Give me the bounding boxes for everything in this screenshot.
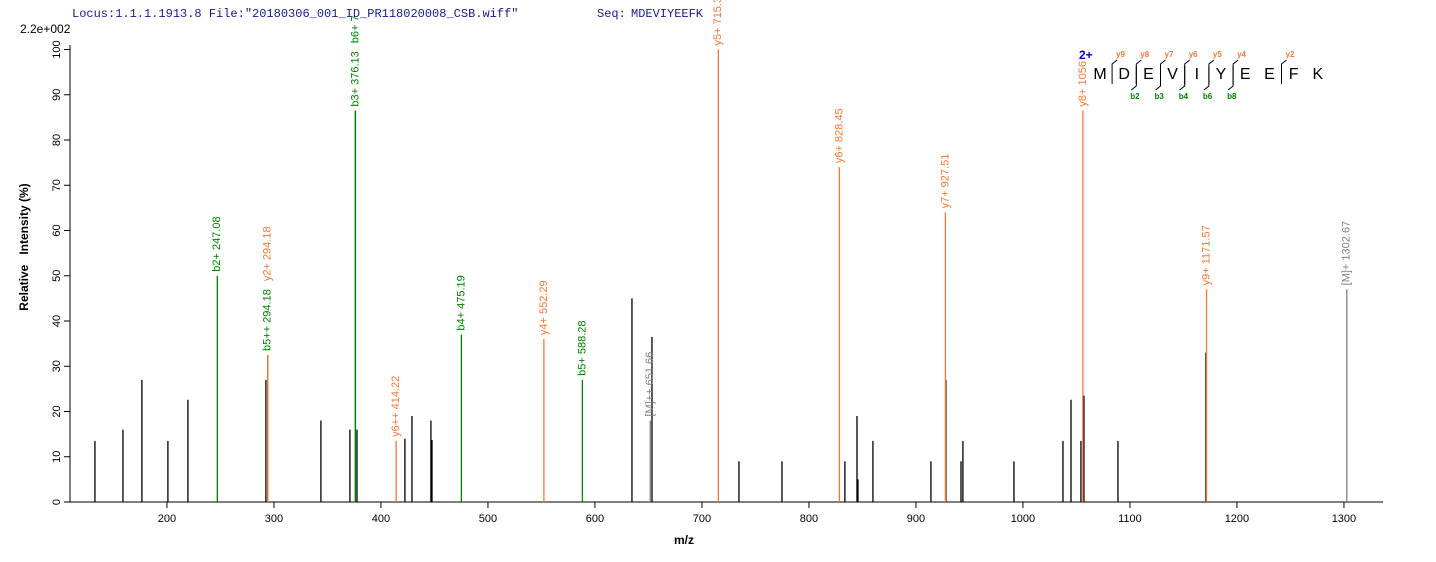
y-ion: y6: [1189, 50, 1198, 59]
residue: K: [1312, 66, 1323, 83]
charge: 2+: [1079, 48, 1093, 62]
peak-label: y2+ 294.18: [262, 226, 274, 281]
y-tick-label: 0: [51, 499, 63, 505]
y-tick-label: 10: [51, 451, 63, 463]
x-tick-label: 1200: [1225, 513, 1249, 525]
y-ion: y8: [1140, 50, 1149, 59]
b-bracket: [1130, 66, 1137, 91]
x-tick-label: 400: [372, 513, 390, 525]
seq-label: Seq:: [597, 7, 626, 21]
residue: V: [1167, 66, 1178, 83]
y-tick-label: 20: [51, 405, 63, 417]
y-bracket: [1208, 59, 1215, 84]
y-bracket: [1232, 59, 1239, 84]
max-intensity: 2.2e+002: [20, 22, 71, 36]
residue: E: [1143, 66, 1154, 83]
y-ion: y2: [1286, 50, 1295, 59]
residue: D: [1118, 66, 1130, 83]
x-tick-label: 200: [158, 513, 176, 525]
x-tick-label: 1000: [1011, 513, 1035, 525]
y-tick-label: 100: [51, 40, 63, 58]
sequence: MDEVIYEEFK: [631, 7, 704, 21]
y-bracket: [1281, 59, 1287, 84]
residue: F: [1289, 66, 1299, 83]
y-tick-label: 90: [51, 89, 63, 101]
y-tick-label: 80: [51, 134, 63, 146]
x-tick-label: 600: [586, 513, 604, 525]
y-bracket: [1111, 59, 1118, 84]
x-tick-label: 300: [265, 513, 283, 525]
y-tick-label: 60: [51, 224, 63, 236]
chart-title: Locus:1.1.1.1913.8 File:"20180306_001_ID…: [72, 7, 518, 21]
peak-label: b5++ 294.18: [262, 289, 274, 351]
peak-label: b4+ 475.19: [455, 275, 467, 330]
y-bracket: [1184, 59, 1191, 84]
peak-label: [M]++ 651.66: [644, 352, 656, 417]
y-tick-label: 50: [51, 270, 63, 282]
b-bracket: [1227, 66, 1234, 91]
b-bracket: [1155, 66, 1161, 91]
b-ion: b3: [1155, 92, 1165, 101]
peak-label: [M]+ 1302.67: [1341, 221, 1353, 286]
b-ion: b6: [1203, 92, 1213, 101]
peak-label: y6+ 828.45: [833, 108, 845, 163]
x-tick-label: 1300: [1332, 513, 1356, 525]
b-ion: b8: [1227, 92, 1237, 101]
peak-label: y7+ 927.51: [939, 154, 951, 209]
b-ion: b2: [1130, 92, 1140, 101]
peak-label: y8+ 1056: [1077, 61, 1089, 107]
peak-label: b2+ 247.08: [211, 216, 223, 271]
x-axis-title: m/z: [674, 533, 694, 547]
peak-label: y6++ 414.22: [390, 376, 402, 437]
y-bracket: [1135, 59, 1142, 84]
x-tick-label: 900: [907, 513, 925, 525]
x-tick-label: 700: [693, 513, 711, 525]
x-tick-label: 500: [479, 513, 497, 525]
y-axis-title: Relative Intensity (%): [17, 183, 31, 310]
b-bracket: [1179, 66, 1186, 91]
b-ion: b4: [1179, 92, 1189, 101]
peak-label: y5+ 715.33: [712, 0, 724, 46]
y-ion: y9: [1116, 50, 1125, 59]
residue: E: [1240, 66, 1251, 83]
y-ion: y5: [1213, 50, 1222, 59]
residue: M: [1093, 66, 1106, 83]
peak-label: b3+ 376.13: [349, 51, 361, 106]
y-ion: y7: [1165, 50, 1174, 59]
residue: I: [1195, 66, 1199, 83]
y-ion: y4: [1237, 50, 1246, 59]
b-bracket: [1203, 66, 1210, 91]
peak-label: b5+ 588.28: [576, 320, 588, 375]
y-bracket: [1160, 59, 1166, 84]
residue: Y: [1216, 66, 1227, 83]
x-tick-label: 800: [800, 513, 818, 525]
peak-label: y4+ 552.29: [538, 280, 550, 335]
peak-label: y9+ 1171.57: [1200, 225, 1212, 285]
y-tick-label: 70: [51, 179, 63, 191]
residue: E: [1264, 66, 1275, 83]
x-tick-label: 1100: [1118, 513, 1142, 525]
peak-label: b6+ 7: [349, 15, 361, 43]
y-tick-label: 30: [51, 360, 63, 372]
y-tick-label: 40: [51, 315, 63, 327]
